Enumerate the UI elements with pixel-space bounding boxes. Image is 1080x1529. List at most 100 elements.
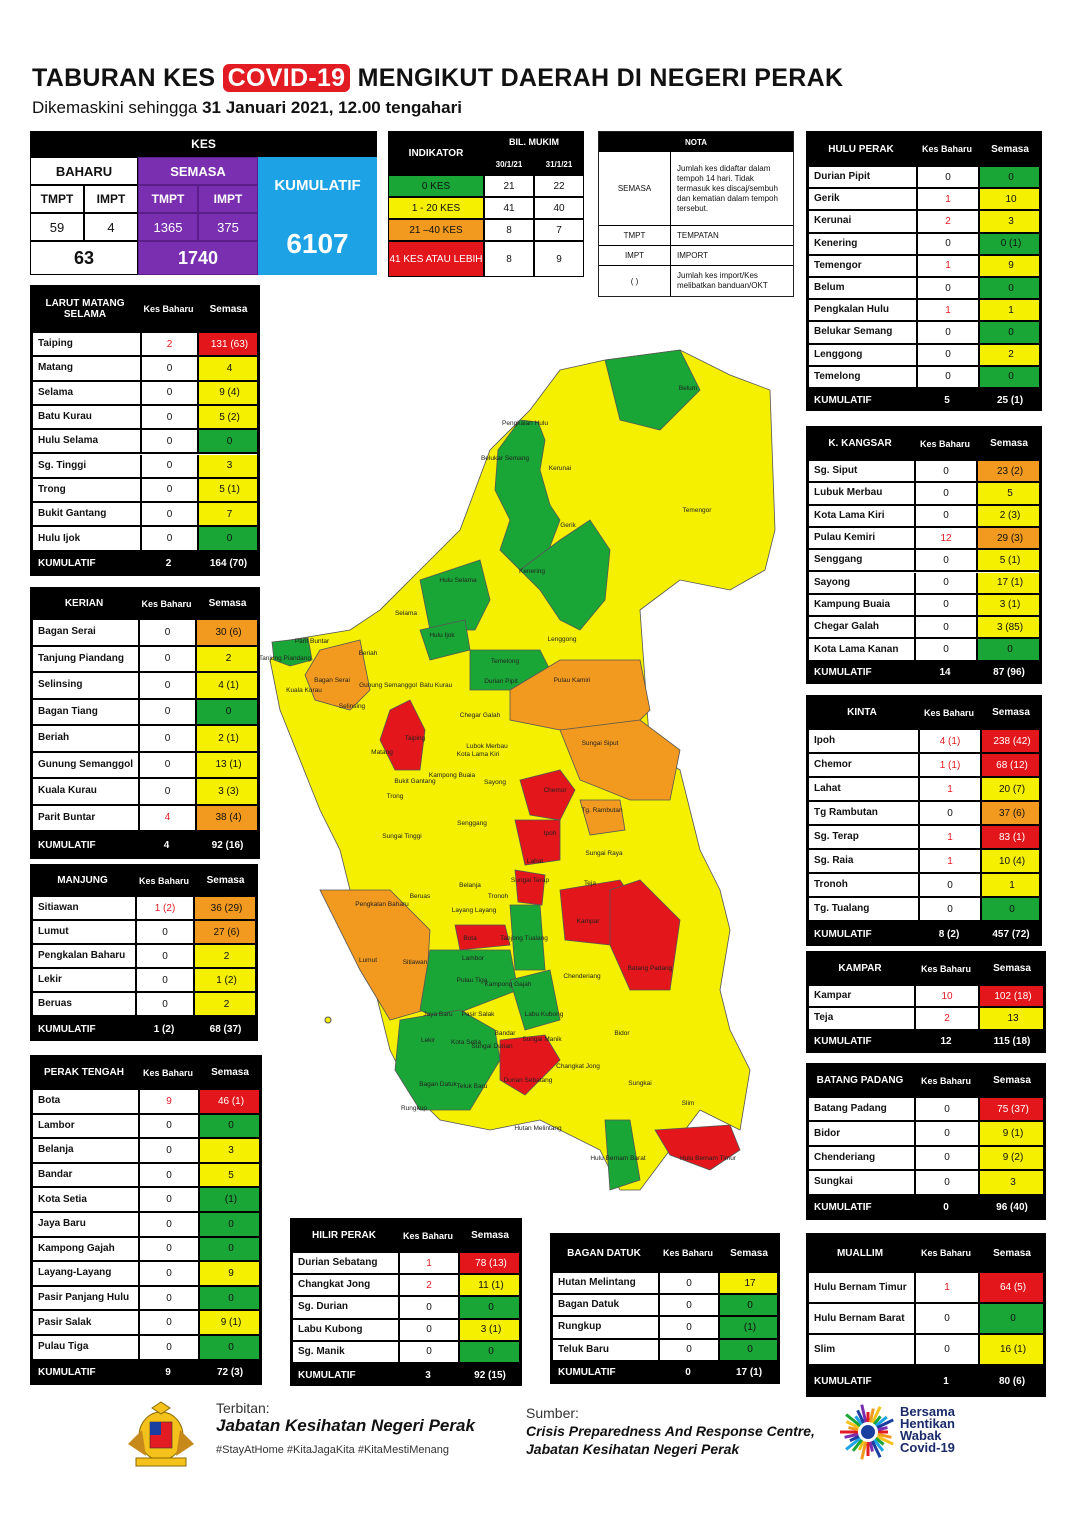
row-semasa: 13 (1) — [195, 752, 260, 779]
sunburst-ray — [868, 1408, 875, 1423]
row-semasa: 2 — [978, 344, 1042, 367]
table-kerian: KERIAN Kes Baharu Semasa Bagan Serai 0 30 (6)… — [30, 587, 260, 859]
semasa-header: Semasa — [197, 285, 260, 333]
row-semasa: 0 — [978, 1304, 1046, 1335]
map-label: Pengkalan Hulu — [502, 420, 548, 427]
row-name: Chenderiang — [806, 1146, 914, 1172]
row-name: Hulu Bernam Barat — [806, 1304, 914, 1335]
kumulatif-label: KUMULATIF — [30, 1360, 138, 1386]
map-tg-tualang — [509, 904, 546, 971]
table-frame — [806, 1233, 1046, 1397]
row-semasa: (1) — [718, 1317, 780, 1340]
map-label: Hutan Melintang — [514, 1125, 562, 1132]
row-semasa: 131 (63) — [197, 333, 260, 358]
row-kes-baharu: 0 — [398, 1297, 458, 1320]
row-kes-baharu: 1 — [918, 778, 980, 802]
row-semasa: 102 (18) — [978, 986, 1046, 1009]
row-semasa: 0 — [978, 278, 1042, 301]
row-name: Parit Buntar — [30, 805, 138, 832]
row-name: Lubuk Merbau — [806, 483, 914, 506]
indikator-0-v2: 22 — [534, 175, 584, 197]
row-name: Taiping — [30, 333, 140, 358]
sunburst-ray — [873, 1415, 882, 1426]
row-kes-baharu: 0 — [140, 503, 197, 528]
kumulatif-baharu: 1 (2) — [135, 1017, 193, 1041]
row-kes-baharu: 12 — [914, 527, 976, 551]
nota-impt-desc: IMPORT — [671, 246, 793, 266]
row-name: Sg. Siput — [806, 461, 914, 484]
row-kes-baharu: 10 — [914, 986, 978, 1009]
row-name: Beruas — [30, 993, 135, 1017]
row-kes-baharu: 0 — [914, 1122, 978, 1147]
row-semasa: 1 — [980, 874, 1042, 898]
row-semasa: 0 — [458, 1341, 522, 1364]
covid-campaign-logo — [840, 1404, 894, 1460]
row-semasa: 29 (3) — [976, 527, 1042, 551]
baharu-tmpt-header: TMPT — [30, 185, 84, 213]
kumulatif-baharu: 4 — [138, 832, 195, 859]
map-kenering — [519, 519, 611, 631]
kumulatif-semasa: 164 (70) — [197, 551, 260, 576]
map-island — [324, 1016, 332, 1024]
table-frame — [806, 1063, 1046, 1220]
row-semasa: 75 (37) — [978, 1098, 1046, 1123]
map-label: Lumut — [359, 957, 377, 964]
kumulatif-baharu: 12 — [914, 1030, 978, 1053]
sunburst-ray — [849, 1434, 860, 1443]
map-bota — [454, 924, 511, 951]
row-name: Hulu Ijok — [30, 527, 140, 552]
row-kes-baharu: 1 — [916, 189, 978, 212]
row-semasa: 0 — [458, 1297, 522, 1320]
row-semasa: 0 — [978, 322, 1042, 345]
row-semasa: 10 — [978, 189, 1042, 212]
row-name: Trong — [30, 478, 140, 504]
semasa-impt-value: 375 — [198, 213, 258, 241]
map-label: Beriah — [359, 650, 378, 657]
row-name: Belanja — [30, 1139, 138, 1164]
row-name: Hulu Selama — [30, 430, 140, 455]
kumulatif-semasa: 17 (1) — [718, 1361, 780, 1384]
indikator-3-v1: 8 — [484, 241, 534, 277]
kes-baharu-header: Kes Baharu — [138, 587, 195, 620]
map-label: Sitiawan — [403, 959, 428, 966]
title-text-end: MENGIKUT DAERAH DI NEGERI PERAK — [350, 64, 844, 92]
map-label: Pasir Salak — [462, 1011, 496, 1018]
row-name: Pasir Salak — [30, 1311, 138, 1336]
row-semasa: 0 — [198, 1237, 262, 1263]
table-frame — [30, 1055, 262, 1386]
sunburst-ray — [868, 1441, 874, 1452]
map-taiping — [379, 699, 426, 771]
sunburst-ray — [851, 1438, 863, 1452]
update-date: 31 Januari 2021, 12.00 tengahari — [202, 98, 462, 117]
row-semasa: 3 — [978, 211, 1042, 234]
row-semasa: 64 (5) — [978, 1273, 1046, 1304]
sunburst-ray — [854, 1415, 863, 1426]
kumulatif-baharu: 5 — [916, 389, 978, 412]
row-kes-baharu: 0 — [140, 454, 197, 479]
table-frame — [30, 285, 260, 576]
row-semasa: 46 (1) — [198, 1090, 262, 1115]
table-title: KERIAN — [30, 587, 138, 620]
kumulatif-semasa: 96 (40) — [978, 1195, 1046, 1220]
row-kes-baharu: 0 — [658, 1295, 718, 1318]
map-label: Tg. Rambutan — [581, 807, 623, 814]
baharu-impt-value: 4 — [84, 213, 138, 241]
table-title: KAMPAR — [806, 951, 914, 986]
row-semasa: 1 — [978, 300, 1042, 323]
row-name: Sungkai — [806, 1171, 914, 1196]
kumulatif-baharu: 14 — [914, 661, 976, 684]
row-semasa: 5 (2) — [197, 405, 260, 431]
semasa-header: Semasa — [978, 951, 1046, 986]
row-semasa: 0 — [197, 430, 260, 455]
row-name: Gerik — [806, 189, 916, 212]
sunburst-ray — [873, 1438, 885, 1452]
row-kes-baharu: 2 — [916, 211, 978, 234]
row-kes-baharu: 0 — [914, 617, 976, 640]
row-name: Chegar Galah — [806, 617, 914, 640]
row-name: Belukar Semang — [806, 322, 916, 345]
sunburst-ray — [844, 1432, 859, 1439]
row-kes-baharu: 4 (1) — [918, 730, 980, 754]
map-label: Sungai Tinggi — [382, 833, 421, 840]
row-kes-baharu: 4 — [138, 805, 195, 832]
map-label: Sungai Terap — [511, 877, 550, 884]
